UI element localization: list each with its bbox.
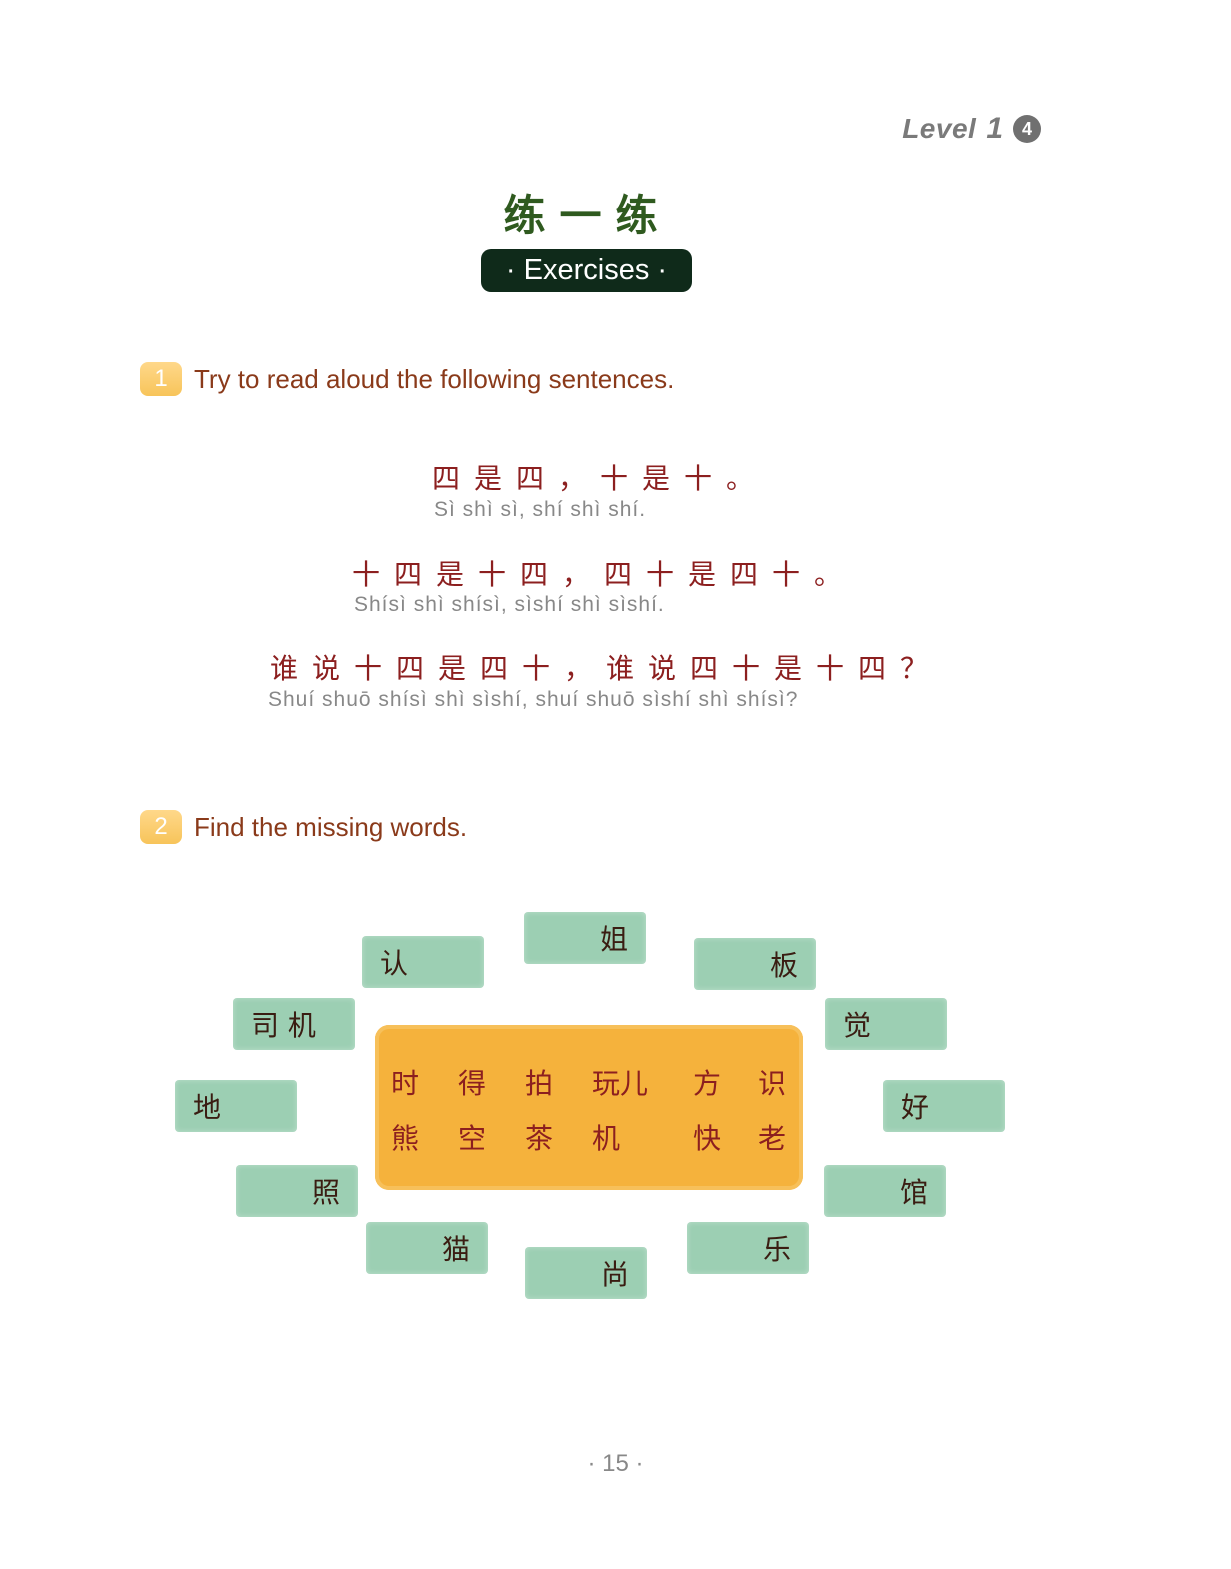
word-box-ban: 板: [694, 938, 816, 990]
word-bank-char: 识: [758, 1067, 787, 1100]
sentence-3-pinyin: Shuí shuō shísì shì sìshí, shuí shuō sìs…: [268, 688, 799, 711]
word-bank-char: 时: [391, 1067, 420, 1100]
word-box-jue: 觉: [825, 998, 947, 1050]
word-box-zhao: 照: [236, 1165, 358, 1217]
unit-badge: 4: [1013, 115, 1041, 143]
word-bank: [375, 1025, 803, 1190]
page-number: · 15 ·: [587, 1450, 644, 1477]
exercise-1-heading: 1 Try to read aloud the following senten…: [140, 362, 674, 396]
word-box-hao: 好: [883, 1080, 1005, 1132]
word-bank-char: 空: [458, 1122, 487, 1155]
word-box-siji: 司 机: [233, 998, 355, 1050]
word-box-mao: 猫: [366, 1222, 488, 1274]
sentence-3-hanzi: 谁说十四是四十，谁说四十是十四？: [270, 652, 943, 685]
exercise-1-instruction: Try to read aloud the following sentence…: [194, 363, 675, 394]
word-box-shang: 尚: [525, 1247, 647, 1299]
word-bank-char: 玩儿: [592, 1067, 649, 1100]
word-box-guan: 馆: [824, 1165, 946, 1217]
sentence-2-hanzi: 十四是十四，四十是四十。: [352, 558, 857, 591]
word-box-di: 地: [175, 1080, 297, 1132]
page-title-english: · Exercises ·: [481, 249, 692, 292]
word-bank-char: 老: [758, 1122, 787, 1155]
word-bank-char: 方: [693, 1067, 722, 1100]
level-label: Level: [902, 113, 977, 144]
page-title-chinese: 练一练: [503, 191, 672, 240]
exercise-1-number: 1: [140, 362, 182, 396]
exercise-2-number: 2: [140, 810, 182, 844]
exercise-2-instruction: Find the missing words.: [194, 811, 468, 842]
word-box-jie: 姐: [524, 912, 646, 964]
level-number: 1: [986, 112, 1003, 145]
sentence-1-hanzi: 四是四，十是十。: [432, 462, 769, 495]
word-bank-char: 快: [693, 1122, 722, 1155]
word-bank-char: 茶: [525, 1122, 554, 1155]
word-bank-char: 机: [592, 1122, 621, 1155]
level-indicator: Level 1 4: [902, 112, 1041, 146]
word-box-le: 乐: [687, 1222, 809, 1274]
sentence-2-pinyin: Shísì shì shísì, sìshí shì sìshí.: [354, 593, 665, 616]
sentence-1-pinyin: Sì shì sì, shí shì shí.: [434, 498, 647, 521]
word-box-ren: 认: [362, 936, 484, 988]
word-bank-char: 得: [458, 1067, 487, 1100]
word-bank-char: 拍: [525, 1067, 554, 1100]
exercise-2-heading: 2 Find the missing words.: [140, 810, 467, 844]
word-bank-char: 熊: [391, 1122, 420, 1155]
